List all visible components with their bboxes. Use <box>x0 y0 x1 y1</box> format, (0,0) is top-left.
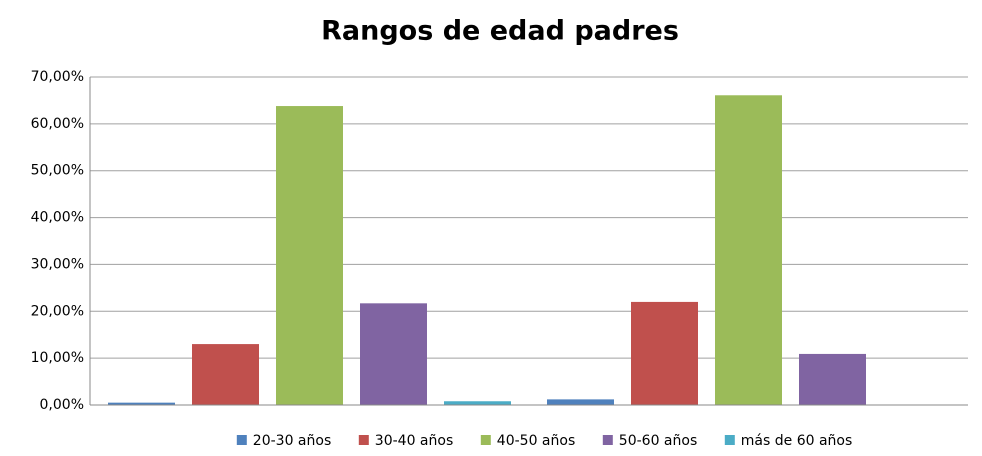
bar <box>360 303 427 405</box>
bar <box>444 401 511 405</box>
bar <box>631 301 698 405</box>
legend-swatch <box>236 435 247 445</box>
bar <box>547 399 614 405</box>
legend-swatch <box>724 435 735 445</box>
chart-title: Rangos de edad padres <box>321 16 679 47</box>
bar <box>192 344 259 405</box>
legend-label: 50-60 años <box>619 433 697 449</box>
bar <box>108 402 175 405</box>
legend-label: 40-50 años <box>497 433 575 449</box>
y-tick-label: 70,00% <box>31 69 84 85</box>
bar <box>276 106 343 406</box>
bar <box>799 353 866 405</box>
y-tick-label: 30,00% <box>31 256 84 272</box>
legend-label: más de 60 años <box>741 433 853 449</box>
y-tick-label: 60,00% <box>31 116 84 132</box>
legend-swatch <box>480 435 491 445</box>
legend-label: 30-40 años <box>375 433 453 449</box>
y-tick-label: 50,00% <box>31 163 84 179</box>
y-tick-label: 40,00% <box>31 210 84 226</box>
legend-swatch <box>358 435 369 445</box>
legend-label: 20-30 años <box>253 433 331 449</box>
y-tick-label: 0,00% <box>40 397 84 413</box>
legend-swatch <box>602 435 613 445</box>
y-tick-label: 10,00% <box>31 350 84 366</box>
bar <box>715 95 782 405</box>
y-tick-label: 20,00% <box>31 303 84 319</box>
